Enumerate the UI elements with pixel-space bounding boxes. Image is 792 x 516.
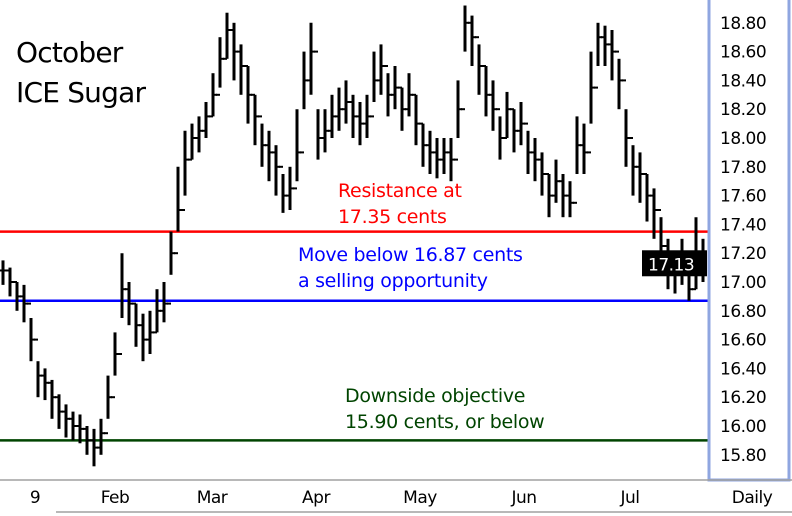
price-axis-panel [707, 0, 791, 482]
y-tick-label: 16.60 [720, 331, 766, 351]
resistance-label-line-1: Resistance at [338, 180, 462, 202]
x-tick-label: Jul [619, 488, 639, 508]
y-tick-label: 17.80 [720, 158, 766, 178]
y-tick-label: 18.60 [720, 43, 766, 63]
y-tick-label: 18.80 [720, 14, 766, 34]
y-tick-label: 17.60 [720, 187, 766, 207]
y-tick-label: 18.00 [720, 129, 766, 149]
y-tick-label: 16.00 [720, 417, 766, 437]
objective-annotation: Downside objective 15.90 cents, or below [345, 383, 545, 435]
y-tick-label: 16.20 [720, 388, 766, 408]
title-line-1: October [16, 36, 123, 69]
x-tick-label: Feb [101, 488, 130, 508]
last-price-label: 17.13 [648, 255, 694, 275]
timeframe-label: Daily [732, 488, 773, 508]
objective-label-line-1: Downside objective [345, 385, 526, 407]
y-tick-label: 16.40 [720, 359, 766, 379]
price-bars [0, 5, 707, 467]
time-axis: 9 Feb Mar Apr May Jun Jul Daily [0, 479, 792, 513]
x-tick-label: May [403, 488, 437, 508]
y-tick-label: 19.00 [720, 0, 766, 5]
last-price-box [642, 250, 707, 277]
x-tick-label: Mar [197, 488, 228, 508]
y-tick-label: 17.00 [720, 273, 766, 293]
sell-label-line-1: Move below 16.87 cents [298, 244, 523, 266]
resistance-annotation: Resistance at 17.35 cents [338, 178, 462, 230]
resistance-label-line-2: 17.35 cents [338, 206, 447, 228]
y-tick-label: 18.40 [720, 71, 766, 91]
y-tick-label: 17.40 [720, 215, 766, 235]
y-tick-label: 16.80 [720, 302, 766, 322]
chart-title: October ICE Sugar [16, 33, 146, 113]
price-axis: 19.00 18.80 18.60 18.40 18.20 18.00 17.80 17.60… [642, 0, 791, 482]
sell-label-line-2: a selling opportunity [298, 270, 488, 292]
y-tick-label: 18.20 [720, 100, 766, 120]
x-tick-label: Apr [302, 488, 330, 508]
x-tick-label: 9 [30, 488, 40, 508]
y-tick-label: 15.80 [720, 446, 766, 466]
level-lines [0, 230, 708, 442]
objective-label-line-2: 15.90 cents, or below [345, 411, 545, 433]
x-tick-label: Jun [510, 488, 536, 508]
y-tick-label: 17.20 [720, 244, 766, 264]
sell-annotation: Move below 16.87 cents a selling opportu… [298, 242, 523, 294]
title-line-2: ICE Sugar [16, 76, 146, 109]
